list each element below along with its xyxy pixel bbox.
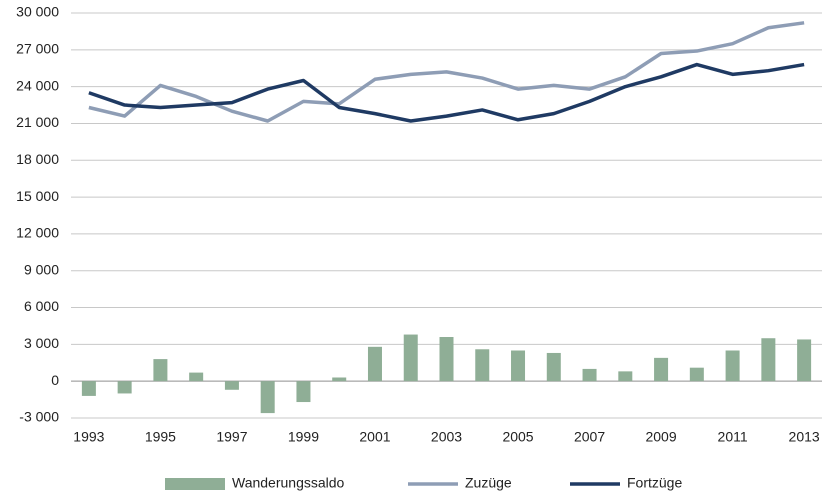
bar bbox=[153, 359, 168, 382]
x-tick-label: 1997 bbox=[216, 429, 247, 445]
bar bbox=[618, 371, 633, 382]
x-tick-label: 2003 bbox=[431, 429, 462, 445]
bar bbox=[582, 368, 597, 382]
x-tick-label: 2007 bbox=[574, 429, 605, 445]
y-tick-label: 6 000 bbox=[24, 298, 59, 314]
bar bbox=[689, 367, 704, 382]
x-tick-label: 1999 bbox=[288, 429, 319, 445]
x-tick-label: 2001 bbox=[359, 429, 390, 445]
line bbox=[88, 21, 805, 123]
y-tick-label: 0 bbox=[51, 372, 59, 388]
bar bbox=[260, 381, 275, 414]
bar bbox=[761, 338, 776, 382]
y-tick-label: 9 000 bbox=[24, 261, 59, 277]
bar bbox=[403, 334, 418, 382]
legend-label: Fortzüge bbox=[627, 475, 682, 491]
y-tick-label: 24 000 bbox=[16, 77, 59, 93]
bar bbox=[797, 339, 812, 382]
bar bbox=[511, 350, 526, 382]
y-tick-label: 12 000 bbox=[16, 225, 59, 241]
x-tick-label: 2013 bbox=[789, 429, 820, 445]
legend-label: Wanderungssaldo bbox=[232, 475, 345, 491]
legend-swatch bbox=[165, 478, 225, 490]
x-tick-label: 2005 bbox=[502, 429, 533, 445]
bar bbox=[296, 381, 311, 403]
y-tick-label: 18 000 bbox=[16, 151, 59, 167]
y-tick-label: 3 000 bbox=[24, 335, 59, 351]
y-tick-label: 21 000 bbox=[16, 114, 59, 130]
y-tick-label: 27 000 bbox=[16, 41, 59, 57]
x-tick-label: 2009 bbox=[645, 429, 676, 445]
y-tick-label: 30 000 bbox=[16, 4, 59, 20]
legend-label: Zuzüge bbox=[465, 475, 512, 491]
line bbox=[88, 62, 805, 123]
x-tick-label: 2011 bbox=[718, 429, 748, 445]
bar bbox=[475, 349, 490, 382]
y-tick-label: 15 000 bbox=[16, 188, 59, 204]
y-tick-label: -3 000 bbox=[19, 409, 59, 425]
bar bbox=[117, 381, 132, 394]
bar bbox=[725, 350, 740, 382]
bar bbox=[224, 381, 239, 390]
bar bbox=[654, 357, 669, 382]
x-tick-label: 1995 bbox=[145, 429, 176, 445]
bar bbox=[81, 381, 96, 396]
bar bbox=[189, 372, 204, 382]
bar bbox=[546, 352, 561, 382]
bar bbox=[439, 337, 454, 382]
bar bbox=[367, 346, 382, 382]
bar bbox=[332, 377, 347, 382]
x-tick-label: 1993 bbox=[73, 429, 104, 445]
